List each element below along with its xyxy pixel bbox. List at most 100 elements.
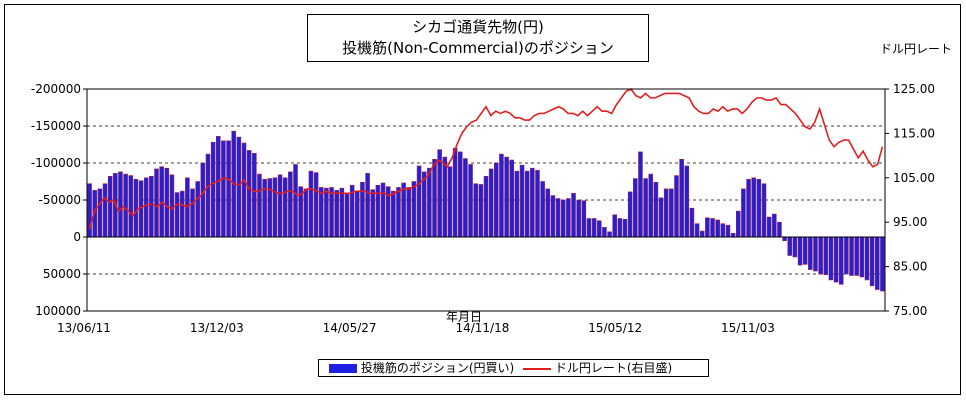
position-bar bbox=[282, 177, 288, 238]
position-bar bbox=[257, 173, 262, 238]
legend-bar-label: 投機筋のポジション(円買い) bbox=[360, 361, 515, 375]
position-bar bbox=[174, 192, 180, 238]
position-bar bbox=[210, 141, 216, 238]
position-bar bbox=[329, 187, 334, 238]
position-bar bbox=[560, 199, 566, 238]
position-bar bbox=[735, 210, 741, 238]
position-bar bbox=[550, 195, 556, 238]
position-bar bbox=[653, 181, 659, 238]
position-bar bbox=[823, 236, 829, 276]
position-bar bbox=[463, 158, 468, 238]
position-bar bbox=[457, 151, 463, 238]
position-bar bbox=[396, 187, 401, 238]
position-bar bbox=[844, 236, 849, 275]
position-bar bbox=[226, 140, 231, 238]
position-bar bbox=[669, 188, 674, 238]
legend-line-swatch bbox=[523, 367, 551, 370]
position-bar bbox=[149, 176, 154, 238]
left-tick-label: -100000 bbox=[31, 156, 81, 170]
position-bar bbox=[555, 198, 561, 238]
legend: 投機筋のポジション(円買い) ドル円レート(右目盛) bbox=[318, 359, 709, 377]
position-bar bbox=[658, 197, 664, 238]
position-bar bbox=[344, 193, 350, 238]
line-series bbox=[88, 87, 884, 230]
right-tick-label: 95.00 bbox=[893, 215, 927, 229]
position-bar bbox=[766, 216, 772, 238]
position-bar bbox=[107, 176, 113, 238]
position-bar bbox=[627, 191, 633, 238]
position-bar bbox=[864, 236, 870, 281]
position-bar bbox=[591, 218, 597, 238]
position-bar bbox=[97, 188, 103, 238]
position-bar bbox=[777, 221, 782, 238]
position-bar bbox=[164, 167, 170, 238]
position-bar bbox=[216, 136, 221, 238]
position-bar bbox=[478, 184, 484, 238]
position-bar bbox=[205, 153, 211, 238]
position-bar bbox=[303, 188, 309, 238]
left-tick-label: 100000 bbox=[35, 304, 81, 318]
position-bar bbox=[761, 183, 767, 238]
position-bar bbox=[365, 173, 370, 238]
position-bar bbox=[792, 236, 798, 258]
left-tick-label: -200000 bbox=[31, 82, 81, 96]
position-bar bbox=[318, 187, 324, 238]
chart-title: シカゴ通貨先物(円) 投機筋(Non-Commercial)のポジション bbox=[307, 14, 649, 62]
position-bar bbox=[432, 159, 437, 238]
position-bar bbox=[293, 164, 298, 238]
position-bar bbox=[849, 236, 854, 276]
position-bar bbox=[571, 193, 576, 238]
position-bar bbox=[808, 236, 813, 270]
position-bar bbox=[370, 189, 376, 238]
position-bar bbox=[880, 236, 885, 292]
position-bar bbox=[874, 236, 880, 290]
position-bar bbox=[699, 230, 705, 238]
position-bar bbox=[442, 156, 448, 238]
position-bar bbox=[710, 218, 715, 238]
position-bar bbox=[540, 181, 545, 238]
position-bar bbox=[535, 170, 540, 238]
position-bar bbox=[118, 171, 123, 238]
position-bar bbox=[169, 174, 175, 238]
usdjpy-rate-line bbox=[88, 87, 884, 230]
position-bar bbox=[648, 173, 654, 238]
x-tick-label: 15/05/12 bbox=[588, 321, 642, 335]
position-bar bbox=[519, 164, 525, 238]
left-tick-label: 50000 bbox=[43, 267, 81, 281]
right-axis-label: ドル円レート bbox=[880, 42, 953, 56]
position-bar bbox=[828, 236, 834, 281]
position-bar bbox=[272, 177, 278, 238]
position-bar bbox=[277, 174, 283, 238]
chart-title-line-1: シカゴ通貨先物(円) bbox=[412, 18, 544, 36]
position-bar bbox=[725, 224, 731, 238]
right-tick-label: 125.00 bbox=[893, 82, 935, 96]
position-bar bbox=[684, 165, 690, 238]
position-bar bbox=[869, 236, 875, 287]
legend-line-label: ドル円レート(右目盛) bbox=[554, 361, 673, 375]
position-bar bbox=[241, 142, 247, 238]
axes bbox=[83, 88, 889, 312]
left-tick-label: -50000 bbox=[38, 193, 81, 207]
position-bar bbox=[566, 198, 571, 238]
position-bar bbox=[339, 187, 345, 238]
x-tick-label: 13/06/11 bbox=[57, 321, 111, 335]
position-bar bbox=[190, 188, 195, 238]
right-tick-label: 85.00 bbox=[893, 260, 927, 274]
position-bar bbox=[607, 231, 612, 238]
position-bar bbox=[581, 200, 587, 238]
position-bar bbox=[730, 233, 736, 238]
position-bar bbox=[833, 236, 839, 283]
position-bar bbox=[406, 187, 412, 238]
x-tick-label: 13/12/03 bbox=[190, 321, 244, 335]
position-bar bbox=[586, 218, 592, 238]
position-bar bbox=[236, 136, 242, 238]
position-bar bbox=[313, 172, 319, 238]
position-bar bbox=[427, 167, 432, 238]
position-bar bbox=[705, 217, 710, 238]
position-bar bbox=[391, 190, 396, 238]
chart-title-line-2: 投機筋(Non-Commercial)のポジション bbox=[342, 39, 614, 57]
position-bar bbox=[633, 178, 638, 238]
position-bar bbox=[401, 182, 406, 238]
x-tick-label: 14/11/18 bbox=[455, 321, 509, 335]
x-axis-title: 年月日 bbox=[446, 310, 482, 324]
